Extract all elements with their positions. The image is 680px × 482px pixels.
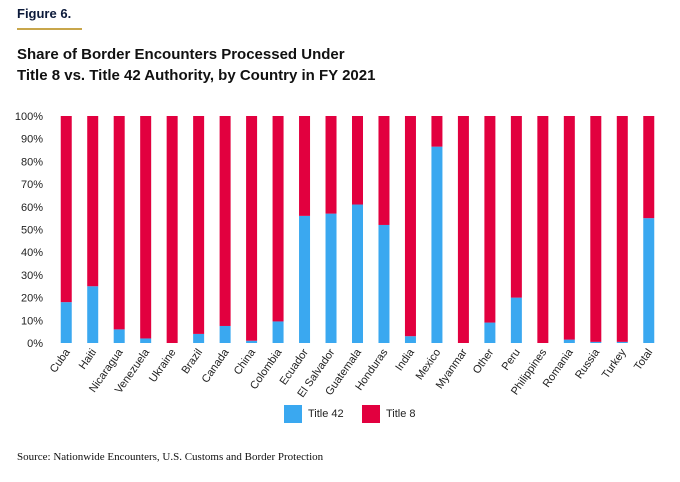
y-tick-label: 100% bbox=[15, 111, 43, 123]
y-tick-label: 90% bbox=[21, 134, 43, 146]
y-tick-label: 10% bbox=[21, 315, 43, 327]
x-category-label: Canada bbox=[200, 346, 232, 385]
x-category-label: Brazil bbox=[179, 347, 205, 376]
bar-segment-title8 bbox=[510, 116, 522, 298]
bar-segment-title42 bbox=[272, 321, 284, 343]
bar-segment-title8 bbox=[352, 116, 363, 205]
bar-segment-title42 bbox=[510, 297, 522, 343]
bar-segment-title42 bbox=[113, 329, 125, 343]
bar-segment-title8 bbox=[272, 116, 284, 322]
bar-segment-title42 bbox=[590, 341, 602, 343]
bar-segment-title8 bbox=[325, 116, 337, 214]
legend-label-title8: Title 8 bbox=[386, 408, 416, 420]
y-tick-label: 50% bbox=[21, 225, 43, 237]
bar-segment-title42 bbox=[299, 215, 311, 343]
x-category-label: Total bbox=[632, 347, 655, 373]
bar-segment-title42 bbox=[140, 338, 152, 343]
y-tick-label: 60% bbox=[21, 202, 43, 214]
bar-segment-title42 bbox=[431, 146, 443, 343]
x-category-label: China bbox=[232, 346, 259, 377]
x-category-label: Russia bbox=[573, 346, 603, 381]
chart-title-line-2: Title 8 vs. Title 42 Authority, by Count… bbox=[17, 67, 376, 84]
bar-segment-title42 bbox=[325, 213, 337, 343]
bar-segment-title8 bbox=[484, 116, 496, 323]
bar-segment-title8 bbox=[140, 116, 152, 339]
y-tick-label: 40% bbox=[21, 247, 43, 259]
bar-segment-title8 bbox=[643, 116, 655, 219]
bar-segment-title42 bbox=[352, 204, 363, 343]
y-tick-label: 30% bbox=[21, 270, 43, 282]
bar-segment-title8 bbox=[60, 116, 72, 303]
x-category-label: Cuba bbox=[48, 346, 73, 375]
legend-swatch-title42 bbox=[284, 405, 302, 423]
bar-segment-title8 bbox=[378, 116, 390, 225]
bar-segment-title42 bbox=[404, 336, 416, 343]
y-tick-label: 70% bbox=[21, 179, 43, 191]
bar-segment-title42 bbox=[563, 339, 575, 343]
bar-segment-title42 bbox=[378, 224, 390, 343]
x-category-label: Haiti bbox=[77, 347, 99, 372]
bar-segment-title8 bbox=[563, 116, 575, 340]
bar-segment-title42 bbox=[616, 341, 628, 343]
bar-segment-title8 bbox=[87, 116, 99, 287]
legend-item-title42: Title 42 bbox=[284, 405, 344, 423]
bar-segment-title8 bbox=[246, 116, 258, 341]
bar-segment-title8 bbox=[590, 116, 602, 342]
bar-segment-title42 bbox=[246, 340, 258, 343]
stacked-bar-chart: 0% 10% 20% 30% 40% 50% 60% 70% 80% 90% 100% Cuba Hai… bbox=[15, 111, 655, 400]
bar-segment-title42 bbox=[484, 322, 496, 343]
x-category-label: India bbox=[393, 346, 417, 373]
source-note: Source: Nationwide Encounters, U.S. Cust… bbox=[17, 451, 324, 463]
bar-segment-title42 bbox=[219, 325, 231, 343]
bar-segment-title8 bbox=[113, 116, 125, 330]
y-tick-label: 80% bbox=[21, 156, 43, 168]
legend-swatch-title8 bbox=[362, 405, 380, 423]
bar-segment-title8 bbox=[616, 116, 628, 342]
x-category-label: Other bbox=[471, 347, 497, 377]
bar-segment-title8 bbox=[431, 116, 443, 147]
chart-title: Share of Border Encounters Processed Und… bbox=[17, 44, 657, 86]
legend-label-title42: Title 42 bbox=[308, 408, 344, 420]
bar-segment-title8 bbox=[299, 116, 311, 216]
bar-segment-title8 bbox=[537, 116, 549, 343]
legend: Title 42 Title 8 bbox=[0, 405, 680, 425]
legend-item-title8: Title 8 bbox=[362, 405, 416, 423]
figure-label: Figure 6. bbox=[17, 6, 72, 21]
x-category-label: Peru bbox=[500, 347, 523, 373]
bar-segment-title8 bbox=[166, 116, 178, 343]
y-tick-label: 0% bbox=[27, 338, 43, 350]
bar-segment-title8 bbox=[404, 116, 416, 337]
x-category-label: Ukraine bbox=[147, 347, 179, 385]
bar-segment-title8 bbox=[457, 116, 469, 343]
bar-segment-title42 bbox=[643, 218, 655, 343]
x-category-label: Turkey bbox=[600, 346, 629, 380]
chart-title-line-1: Share of Border Encounters Processed Und… bbox=[17, 46, 345, 63]
bar-segment-title42 bbox=[60, 302, 72, 343]
y-tick-label: 20% bbox=[21, 293, 43, 305]
bar-segment-title8 bbox=[219, 116, 231, 326]
bar-segment-title42 bbox=[193, 333, 205, 343]
bar-segment-title8 bbox=[193, 116, 205, 334]
figure-label-rule bbox=[17, 28, 82, 30]
bar-segment-title42 bbox=[87, 286, 99, 343]
